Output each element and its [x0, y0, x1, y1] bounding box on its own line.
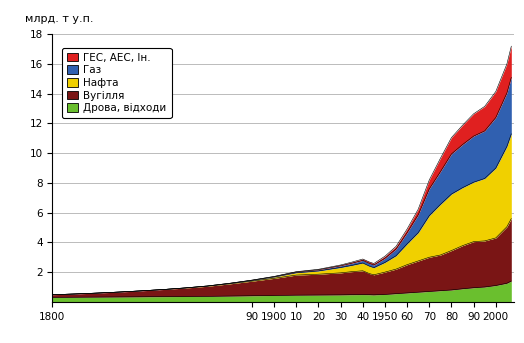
Legend: ГЕС, АЕС, Ін., Газ, Нафта, Вугілля, Дрова, відходи: ГЕС, АЕС, Ін., Газ, Нафта, Вугілля, Дров…	[62, 48, 171, 118]
Text: млрд. т у.п.: млрд. т у.п.	[25, 14, 93, 24]
